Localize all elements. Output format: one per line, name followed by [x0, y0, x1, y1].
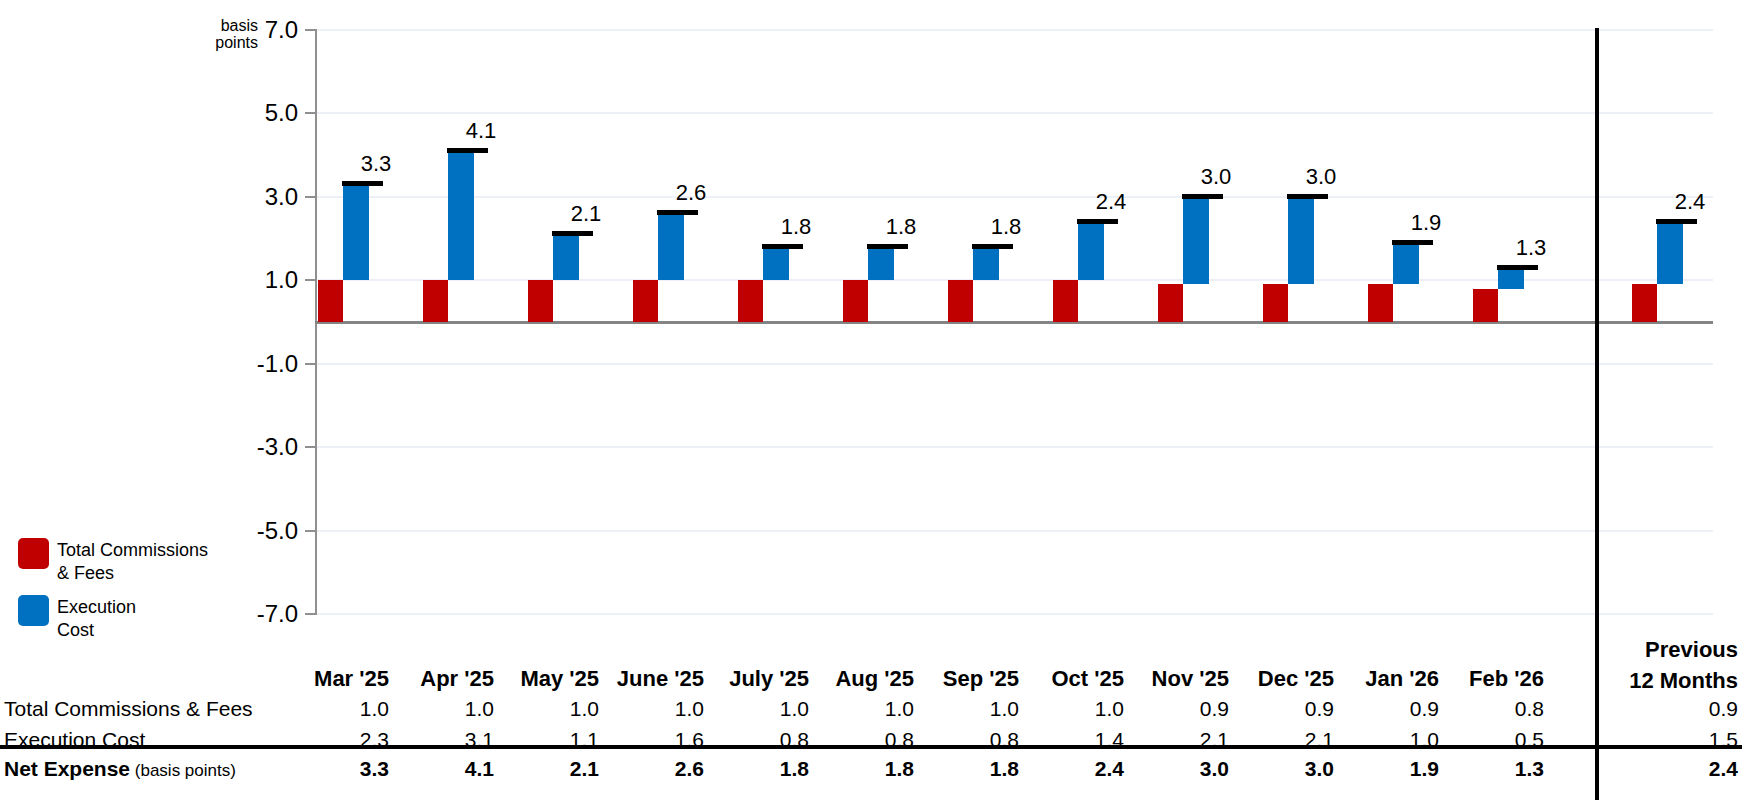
table-cell-r3-c11: 1.9	[1329, 757, 1439, 781]
net-expense-chart-canvas: basis points 7.05.03.01.0-1.0-3.0-5.0-7.…	[0, 0, 1742, 807]
table-cell-r3-c8: 2.4	[1014, 757, 1124, 781]
table-cell-r3-c1: 3.3	[279, 757, 389, 781]
table-cell-r3-c9: 3.0	[1119, 757, 1229, 781]
table-col-header-11: Jan '26	[1329, 666, 1439, 692]
table-col-header-previous-12-months: Previous12 Months	[1588, 634, 1738, 696]
table-cell-r1-c3: 1.0	[489, 697, 599, 721]
table-cell-r3-c12: 1.3	[1434, 757, 1544, 781]
table-col-header-4: June '25	[594, 666, 704, 692]
table-cell-r1-c10: 0.9	[1224, 697, 1334, 721]
table-cell-r3-c7: 1.8	[909, 757, 1019, 781]
table-cell-r3-c5: 1.8	[699, 757, 809, 781]
table-cell-r1-c7: 1.0	[909, 697, 1019, 721]
table-cell-r1-c8: 1.0	[1014, 697, 1124, 721]
table-cell-r3-c2: 4.1	[384, 757, 494, 781]
table-col-header-9: Nov '25	[1119, 666, 1229, 692]
table-cell-r1-c1: 1.0	[279, 697, 389, 721]
table-cell-r1-c4: 1.0	[594, 697, 704, 721]
table-cell-r3-c10: 3.0	[1224, 757, 1334, 781]
table-cell-r1-c2: 1.0	[384, 697, 494, 721]
table-col-header-6: Aug '25	[804, 666, 914, 692]
table-cell-r1-c12: 0.8	[1434, 697, 1544, 721]
table-cell-r1-c11: 0.9	[1329, 697, 1439, 721]
table-col-header-10: Dec '25	[1224, 666, 1334, 692]
table-col-header-8: Oct '25	[1014, 666, 1124, 692]
previous-header-line2: 12 Months	[1588, 665, 1738, 696]
table-row-label-1: Total Commissions & Fees	[4, 697, 253, 721]
table-cell-r3-c4: 2.6	[594, 757, 704, 781]
table-cell-r1-c9: 0.9	[1119, 697, 1229, 721]
table-col-header-2: Apr '25	[384, 666, 494, 692]
table-row-label-3: Net Expense (basis points)	[4, 757, 236, 783]
table-cell-r1-c13: 0.9	[1598, 697, 1738, 721]
table-cell-r3-c6: 1.8	[804, 757, 914, 781]
table-cell-r1-c5: 1.0	[699, 697, 809, 721]
table-col-header-1: Mar '25	[279, 666, 389, 692]
table-col-header-3: May '25	[489, 666, 599, 692]
net-expense-divider-line	[0, 745, 1742, 749]
table-col-header-7: Sep '25	[909, 666, 1019, 692]
row-label-suffix: (basis points)	[130, 761, 236, 780]
previous-header-line1: Previous	[1588, 634, 1738, 665]
table-cell-r3-c13: 2.4	[1598, 757, 1738, 781]
table-cell-r1-c6: 1.0	[804, 697, 914, 721]
data-table: Mar '25Apr '25May '25June '25July '25Aug…	[0, 0, 1742, 807]
table-cell-r3-c3: 2.1	[489, 757, 599, 781]
table-col-header-12: Feb '26	[1434, 666, 1544, 692]
table-col-header-5: July '25	[699, 666, 809, 692]
